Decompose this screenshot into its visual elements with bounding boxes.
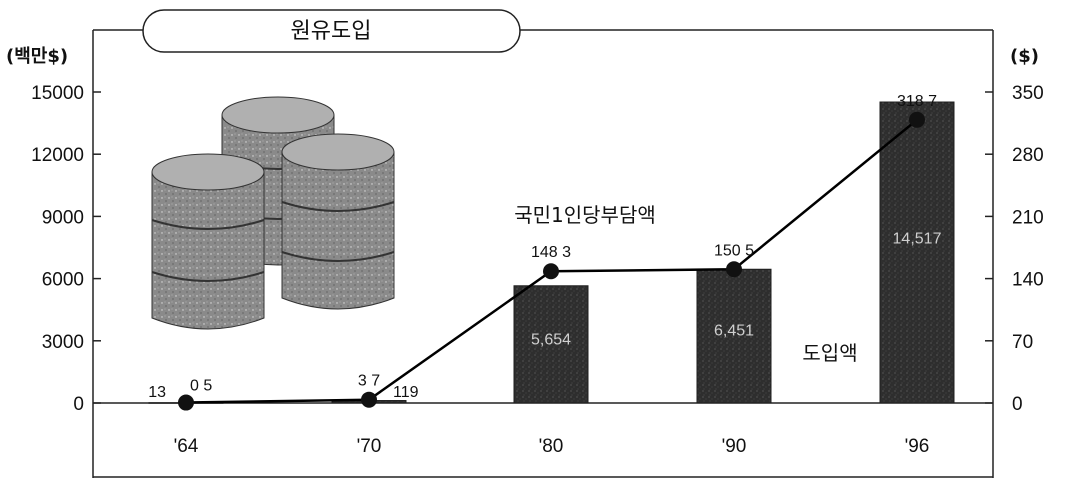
oil-barrels-illustration: [151, 96, 395, 330]
bar-value-label: 119: [393, 384, 419, 401]
line-point: [543, 263, 559, 280]
left-axis: 0 3000 6000 9000 12000 15000: [31, 83, 101, 415]
x-tick-label: '90: [722, 436, 747, 457]
bar-value-label: 6,451: [714, 322, 754, 339]
x-tick-label: '96: [905, 436, 930, 457]
line-value-label: 148 3: [531, 244, 571, 261]
right-axis: 0 70 140 210 280 350: [985, 83, 1044, 415]
bar-value-label: 14,517: [893, 230, 942, 247]
left-tick-label: 6000: [42, 270, 84, 291]
x-tick-label: '70: [357, 436, 382, 457]
line-series-label: 국민1인당부담액: [514, 203, 656, 227]
bar-96: [879, 101, 955, 404]
line-point: [178, 394, 194, 411]
bar-series-label: 도입액: [802, 341, 857, 365]
bar-series: 13 119 5,654 6,451 14,517: [148, 101, 955, 404]
right-tick-label: 280: [1012, 145, 1044, 166]
bar-value-label: 13: [148, 384, 166, 401]
line-value-label: 318 7: [897, 93, 937, 110]
barrel-right: [281, 133, 395, 310]
line-value-label: 0 5: [190, 378, 212, 395]
right-tick-label: 140: [1012, 270, 1044, 291]
barrel-left: [151, 153, 265, 330]
x-axis: '64 '70 '80 '90 '96: [174, 436, 930, 457]
x-tick-label: '64: [174, 436, 199, 457]
line-point: [361, 391, 377, 408]
left-axis-unit: (백만$): [6, 46, 68, 67]
left-tick-label: 15000: [31, 83, 84, 104]
right-tick-label: 210: [1012, 207, 1044, 228]
right-tick-label: 70: [1012, 332, 1033, 353]
title-box: 원유도입: [142, 9, 521, 53]
line-point: [909, 111, 925, 128]
chart-title: 원유도입: [291, 19, 372, 44]
line-value-label: 150 5: [714, 242, 754, 259]
x-tick-label: '80: [539, 436, 564, 457]
right-axis-unit: ($): [1010, 46, 1039, 67]
line-value-label: 3 7: [358, 373, 380, 390]
bar-90: [696, 268, 772, 404]
right-tick-label: 0: [1012, 394, 1023, 415]
line-series: 0 5 3 7 148 3 150 5 318 7: [178, 93, 937, 411]
left-tick-label: 3000: [42, 332, 84, 353]
bar-value-label: 5,654: [531, 332, 571, 349]
bar-80: [513, 285, 589, 404]
line-point: [726, 261, 742, 278]
left-tick-label: 0: [73, 394, 84, 415]
left-tick-label: 9000: [42, 207, 84, 228]
left-tick-label: 12000: [31, 145, 84, 166]
right-tick-label: 350: [1012, 83, 1044, 104]
